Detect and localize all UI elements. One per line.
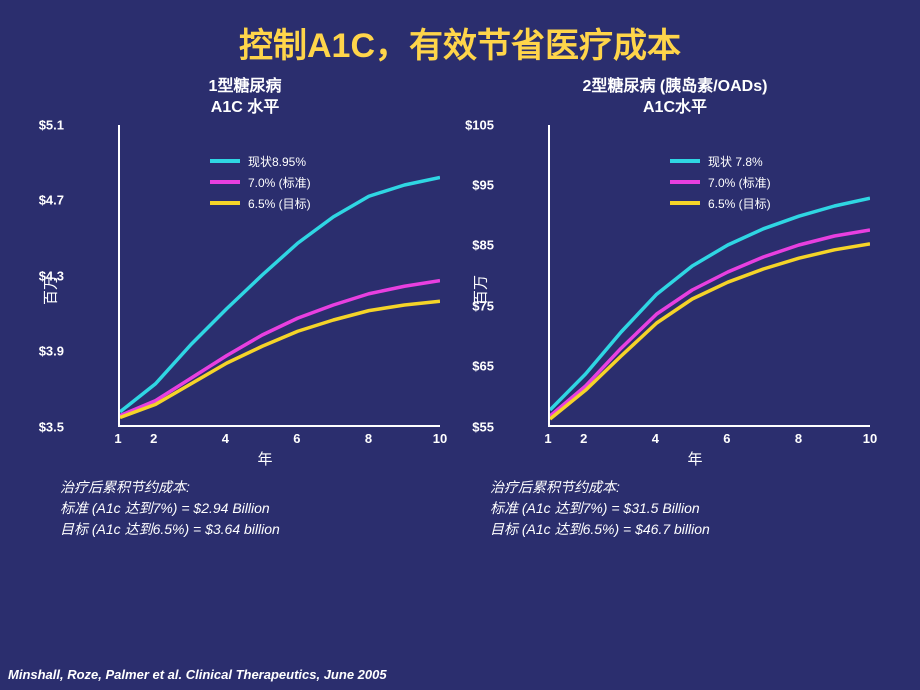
footnote-line: 标准 (A1c 达到7%) = $2.94 Billion (60, 500, 270, 516)
chart-right-xticks: 1246810 (548, 431, 870, 449)
legend-swatch (210, 180, 240, 184)
chart-left-xlabel: 年 (257, 448, 272, 469)
ytick-label: $4.3 (24, 268, 64, 283)
legend-swatch (210, 201, 240, 205)
chart-right-footnote: 治疗后累积节约成本: 标准 (A1c 达到7%) = $31.5 Billion… (470, 477, 880, 540)
legend-item: 6.5% (目标) (670, 195, 771, 212)
chart-right-plot-wrap: 百万 $55$65$75$85$95$105 现状 7.8%7.0% (标准)6… (510, 125, 880, 455)
legend-label: 6.5% (目标) (708, 195, 771, 212)
chart-left-title: 1型糖尿病 A1C 水平 (40, 77, 450, 119)
legend-item: 现状 7.8% (670, 153, 771, 170)
xtick-label: 2 (150, 431, 157, 446)
legend-label: 7.0% (标准) (708, 174, 771, 191)
chart-right: 2型糖尿病 (胰岛素/OADs) A1C水平 百万 $55$65$75$85$9… (470, 77, 880, 540)
chart-left-plot-area: 现状8.95% 7.0% (标准) 6.5% (目标) (118, 125, 440, 427)
xtick-label: 2 (580, 431, 587, 446)
legend-label: 现状8.95% (248, 153, 306, 170)
chart-left-xticks: 1246810 (118, 431, 440, 449)
chart-right-yticks: $55$65$75$85$95$105 (502, 125, 542, 427)
legend-label: 6.5% (目标) (248, 195, 311, 212)
chart-left-title-line2: A1C 水平 (211, 99, 279, 116)
slide-title: 控制A1C，有效节省医疗成本 (0, 0, 920, 67)
chart-right-title-line2: A1C水平 (643, 99, 707, 116)
legend-item: 6.5% (目标) (210, 195, 311, 212)
xtick-label: 8 (795, 431, 802, 446)
legend-swatch (670, 159, 700, 163)
series-line-standard (550, 230, 870, 416)
xtick-label: 6 (293, 431, 300, 446)
citation: Minshall, Roze, Palmer et al. Clinical T… (8, 667, 387, 682)
charts-row: 1型糖尿病 A1C 水平 百万 $3.5$3.9$4.3$4.7$5.1 现状8… (0, 77, 920, 540)
legend-swatch (670, 180, 700, 184)
ytick-label: $3.5 (24, 419, 64, 434)
ytick-label: $75 (454, 298, 494, 313)
footnote-line: 治疗后累积节约成本: (60, 479, 190, 495)
chart-left-title-line1: 1型糖尿病 (209, 78, 282, 95)
chart-left-yticks: $3.5$3.9$4.3$4.7$5.1 (72, 125, 112, 427)
legend-item: 7.0% (标准) (670, 174, 771, 191)
footnote-line: 治疗后累积节约成本: (490, 479, 620, 495)
xtick-label: 1 (544, 431, 551, 446)
legend-swatch (670, 201, 700, 205)
ytick-label: $55 (454, 419, 494, 434)
chart-left-legend: 现状8.95% 7.0% (标准) 6.5% (目标) (210, 153, 311, 216)
xtick-label: 10 (863, 431, 877, 446)
chart-right-title-line1: 2型糖尿病 (胰岛素/OADs) (583, 78, 768, 95)
ytick-label: $95 (454, 177, 494, 192)
series-line-target (120, 301, 440, 417)
ytick-label: $4.7 (24, 193, 64, 208)
legend-item: 7.0% (标准) (210, 174, 311, 191)
ytick-label: $5.1 (24, 117, 64, 132)
legend-label: 现状 7.8% (708, 153, 763, 170)
xtick-label: 4 (652, 431, 659, 446)
footnote-line: 目标 (A1c 达到6.5%) = $46.7 billion (490, 521, 710, 537)
series-line-target (550, 243, 870, 418)
xtick-label: 4 (222, 431, 229, 446)
chart-right-title: 2型糖尿病 (胰岛素/OADs) A1C水平 (470, 77, 880, 119)
chart-right-xlabel: 年 (687, 448, 702, 469)
chart-left-plot-wrap: 百万 $3.5$3.9$4.3$4.7$5.1 现状8.95%7.0% (标准)… (80, 125, 450, 455)
xtick-label: 8 (365, 431, 372, 446)
xtick-label: 10 (433, 431, 447, 446)
chart-left-footnote: 治疗后累积节约成本: 标准 (A1c 达到7%) = $2.94 Billion… (40, 477, 450, 540)
footnote-line: 目标 (A1c 达到6.5%) = $3.64 billion (60, 521, 280, 537)
chart-right-legend: 现状 7.8% 7.0% (标准) 6.5% (目标) (670, 153, 771, 216)
chart-right-plot-area: 现状 7.8% 7.0% (标准) 6.5% (目标) (548, 125, 870, 427)
ytick-label: $3.9 (24, 344, 64, 359)
ytick-label: $65 (454, 359, 494, 374)
chart-left: 1型糖尿病 A1C 水平 百万 $3.5$3.9$4.3$4.7$5.1 现状8… (40, 77, 450, 540)
legend-label: 7.0% (标准) (248, 174, 311, 191)
footnote-line: 标准 (A1c 达到7%) = $31.5 Billion (490, 500, 700, 516)
ytick-label: $105 (454, 117, 494, 132)
xtick-label: 1 (114, 431, 121, 446)
xtick-label: 6 (723, 431, 730, 446)
ytick-label: $85 (454, 238, 494, 253)
legend-item: 现状8.95% (210, 153, 311, 170)
legend-swatch (210, 159, 240, 163)
